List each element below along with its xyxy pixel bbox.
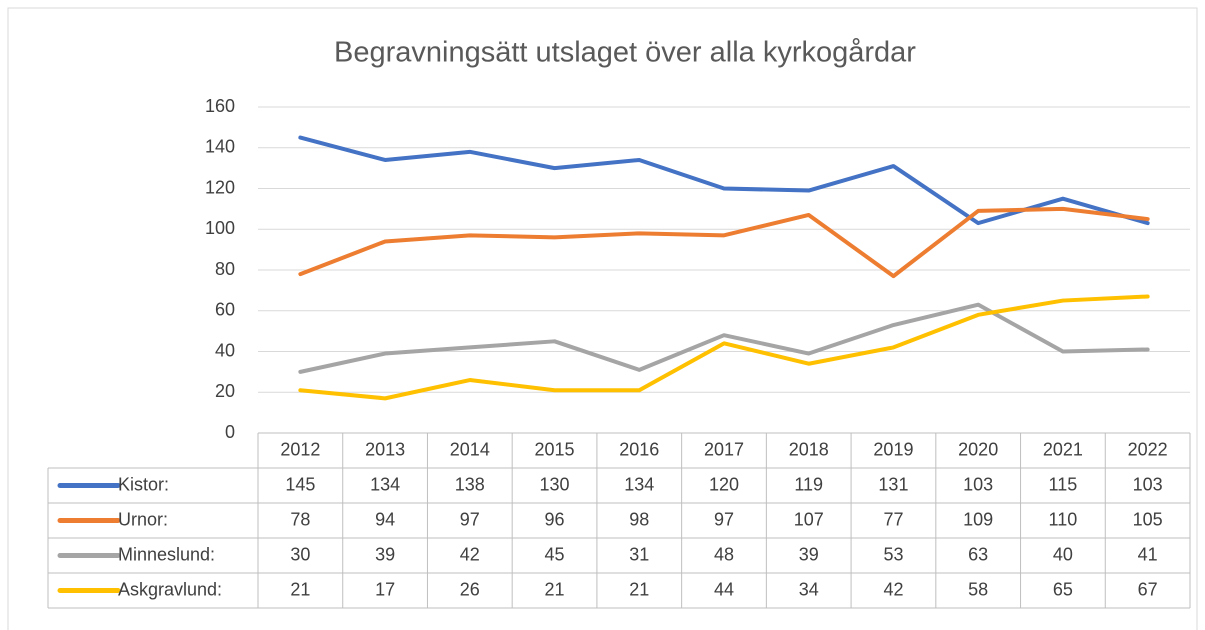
table-value: 107	[794, 509, 824, 529]
y-tick-label: 40	[215, 340, 235, 360]
x-tick-label: 2016	[619, 439, 659, 459]
table-value: 21	[290, 579, 310, 599]
table-value: 145	[285, 474, 315, 494]
legend-label: Askgravlund:	[118, 579, 222, 599]
table-value: 109	[963, 509, 993, 529]
series-line	[298, 135, 1150, 226]
table-value: 42	[883, 579, 903, 599]
table-value: 97	[714, 509, 734, 529]
table-value: 17	[375, 579, 395, 599]
y-tick-label: 140	[205, 137, 235, 157]
table-value: 97	[460, 509, 480, 529]
x-tick-label: 2017	[704, 439, 744, 459]
table-value: 31	[629, 544, 649, 564]
x-tick-label: 2019	[873, 439, 913, 459]
y-tick-label: 20	[215, 381, 235, 401]
table-value: 110	[1049, 509, 1078, 529]
table-value: 58	[968, 579, 988, 599]
legend-label: Minneslund:	[118, 544, 215, 564]
table-value: 96	[545, 509, 565, 529]
x-tick-label: 2012	[280, 439, 320, 459]
table-value: 26	[460, 579, 480, 599]
y-tick-label: 80	[215, 259, 235, 279]
y-tick-label: 120	[205, 177, 235, 197]
table-value: 77	[883, 509, 903, 529]
y-tick-label: 160	[205, 96, 235, 116]
table-value: 39	[375, 544, 395, 564]
table-value: 105	[1133, 509, 1163, 529]
series-line	[298, 294, 1150, 401]
chart-frame	[7, 7, 1198, 630]
table-value: 130	[540, 474, 570, 494]
series-line	[298, 206, 1150, 279]
y-tick-label: 100	[205, 218, 235, 238]
table-value: 44	[714, 579, 734, 599]
table-value: 65	[1053, 579, 1073, 599]
x-tick-label: 2013	[365, 439, 405, 459]
table-value: 21	[629, 579, 649, 599]
table-value: 138	[455, 474, 485, 494]
table-value: 103	[1133, 474, 1163, 494]
x-tick-label: 2015	[535, 439, 575, 459]
table-value: 134	[370, 474, 400, 494]
table-value: 78	[290, 509, 310, 529]
y-tick-label: 60	[215, 300, 235, 320]
table-value: 30	[290, 544, 310, 564]
legend-label: Kistor:	[118, 474, 169, 494]
x-tick-label: 2022	[1128, 439, 1168, 459]
y-tick-label: 0	[225, 422, 235, 442]
x-tick-label: 2018	[789, 439, 829, 459]
table-value: 119	[794, 474, 823, 494]
table-value: 34	[799, 579, 819, 599]
table-value: 48	[714, 544, 734, 564]
table-value: 131	[878, 474, 908, 494]
table-value: 63	[968, 544, 988, 564]
x-tick-label: 2020	[958, 439, 998, 459]
table-value: 134	[624, 474, 654, 494]
table-value: 103	[963, 474, 993, 494]
table-value: 40	[1053, 544, 1073, 564]
table-value: 115	[1049, 474, 1078, 494]
x-tick-label: 2021	[1043, 439, 1083, 459]
series-line	[298, 302, 1150, 374]
table-value: 21	[545, 579, 565, 599]
chart-title: Begravningsätt utslaget över alla kyrkog…	[334, 37, 916, 69]
table-value: 42	[460, 544, 480, 564]
table-value: 53	[883, 544, 903, 564]
table-value: 45	[545, 544, 565, 564]
x-tick-label: 2014	[450, 439, 490, 459]
table-value: 94	[375, 509, 395, 529]
table-value: 98	[629, 509, 649, 529]
table-value: 41	[1138, 544, 1158, 564]
table-value: 67	[1138, 579, 1158, 599]
legend-label: Urnor:	[118, 509, 168, 529]
table-value: 120	[709, 474, 739, 494]
table-value: 39	[799, 544, 819, 564]
